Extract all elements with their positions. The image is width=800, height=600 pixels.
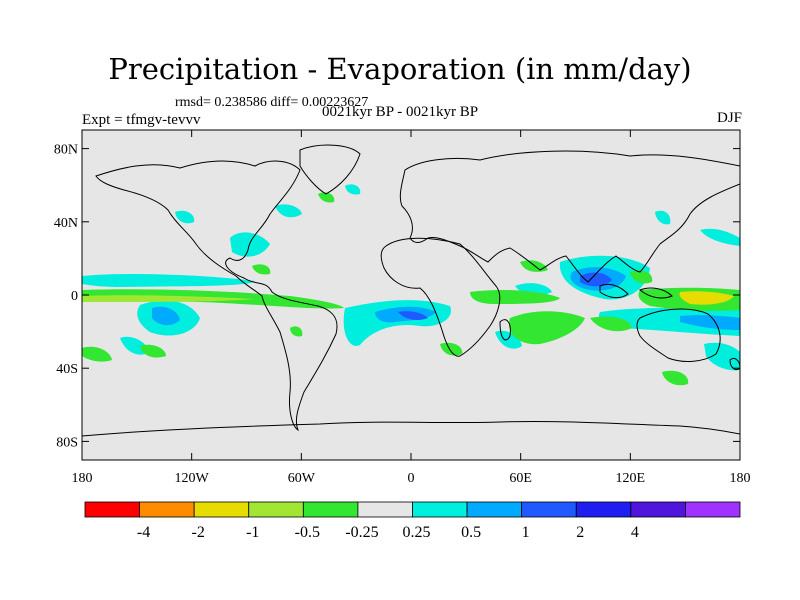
lat-tick-label: 40N: [54, 216, 78, 231]
lon-tick-label: 0: [408, 471, 415, 486]
colorbar-box: [521, 501, 577, 518]
map-title: Precipitation - Evaporation (in mm/day): [108, 52, 692, 86]
stats-text: rmsd= 0.238586 diff= 0.00223627: [175, 95, 369, 110]
colorbar-box: [630, 501, 686, 518]
eurasia-coastline: [399, 150, 740, 283]
colorbar-box: [466, 501, 523, 518]
colorbar-label: -0.25: [345, 524, 378, 541]
colorbar-box: [302, 501, 359, 518]
lat-tick-label: 80S: [56, 435, 78, 450]
colorbar-box: [84, 501, 140, 518]
greenland-coastline: [299, 144, 361, 195]
latitude-axis: 80N 40N 0 40S 80S: [54, 143, 740, 450]
lon-tick-label: 60W: [288, 471, 316, 486]
colorbar-label: 2: [576, 524, 584, 541]
antarctica-coastline: [82, 420, 740, 437]
new-zealand-coastline: [729, 357, 740, 371]
colorbar-box: [193, 501, 250, 518]
africa-coastline: [380, 237, 501, 357]
colorbar-box: [357, 501, 413, 518]
season-label: DJF: [716, 110, 742, 126]
coastlines: [82, 144, 740, 437]
lat-tick-label: 80N: [54, 143, 78, 158]
colorbar-label: 0.25: [403, 524, 431, 541]
colorbar-label: -2: [192, 524, 205, 541]
lon-tick-label: 180: [72, 471, 93, 486]
indonesia-coastline: [599, 283, 629, 299]
experiment-label: Expt = tfmgv-tevvv: [82, 112, 201, 128]
colorbar-box: [575, 501, 632, 518]
americas-coastline: [95, 160, 338, 432]
longitude-axis: 180 120W 60W 0 60E 120E 180: [72, 130, 751, 486]
lat-tick-label: 40S: [56, 362, 78, 377]
colorbar-box: [139, 501, 195, 518]
wetting-patches: [82, 184, 740, 371]
colorbar-label: 4: [631, 524, 639, 541]
lon-tick-label: 120W: [175, 471, 210, 486]
colorbar-box: [412, 501, 468, 518]
colorbar-label: -1: [246, 524, 259, 541]
colorbar-label: -0.5: [295, 524, 320, 541]
colorbar-label: 0.5: [461, 524, 481, 541]
colorbar-label: 1: [522, 524, 530, 541]
new-guinea-coastline: [639, 287, 673, 299]
lon-tick-label: 120E: [616, 471, 646, 486]
lat-tick-label: 0: [71, 289, 78, 304]
period-subtitle: 0021kyr BP - 0021kyr BP: [321, 104, 479, 120]
colorbar-label: -4: [137, 524, 150, 541]
australia-coastline: [636, 308, 721, 362]
colorbar: -4 -2 -1 -0.5 -0.25 0.25 0.5 1 2 4: [84, 501, 741, 541]
colorbar-box: [685, 501, 741, 518]
madagascar-coastline: [499, 319, 511, 341]
lon-tick-label: 60E: [509, 471, 532, 486]
anomaly-field: [82, 184, 740, 386]
lon-tick-label: 180: [730, 471, 751, 486]
drying-patches: [82, 192, 740, 386]
colorbar-box: [248, 501, 304, 518]
